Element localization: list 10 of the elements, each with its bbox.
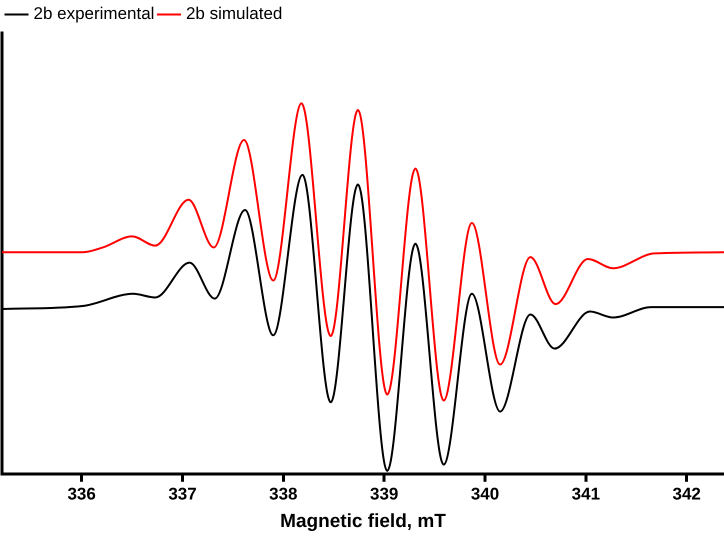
legend-label: 2b simulated [186, 4, 282, 24]
x-tick-label: 337 [168, 484, 197, 504]
x-tick-label: 342 [672, 484, 701, 504]
x-tick-label: 339 [370, 484, 398, 504]
x-tick-label: 341 [572, 484, 600, 504]
x-tick-label: 340 [470, 484, 500, 504]
x-tick-label: 336 [67, 484, 96, 504]
x-axis-title: Magnetic field, mT [280, 510, 446, 532]
x-tick-label: 338 [269, 484, 298, 504]
legend-label: 2b experimental [34, 4, 154, 24]
